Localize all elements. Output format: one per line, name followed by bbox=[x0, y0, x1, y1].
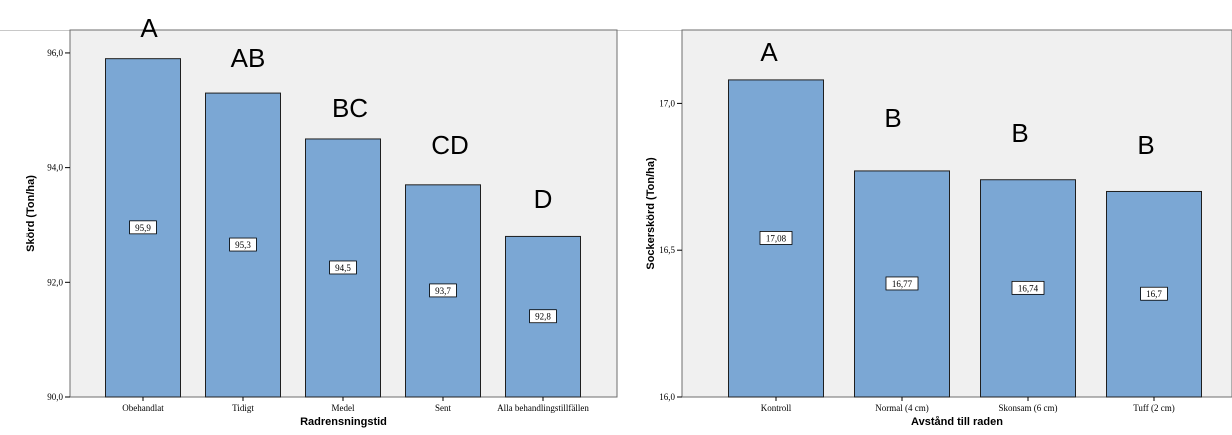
value-label: 95,3 bbox=[235, 240, 251, 250]
significance-letter: AB bbox=[231, 43, 266, 73]
category-label: Normal (4 cm) bbox=[875, 403, 928, 413]
value-label-box bbox=[129, 220, 157, 235]
value-label: 17,08 bbox=[766, 233, 787, 243]
category-label: Tidigt bbox=[232, 403, 254, 413]
value-label: 16,74 bbox=[1018, 283, 1039, 293]
category-label: Tuff (2 cm) bbox=[1133, 403, 1175, 413]
value-label-box bbox=[329, 260, 357, 275]
significance-letter: B bbox=[884, 103, 901, 133]
x-axis-label: Avstånd till raden bbox=[911, 416, 1003, 428]
value-label-box bbox=[429, 283, 457, 298]
significance-letter: A bbox=[140, 13, 158, 43]
y-tick-label: 92,0 bbox=[47, 277, 63, 287]
value-label-box bbox=[1011, 280, 1045, 295]
value-label: 93,7 bbox=[435, 286, 451, 296]
y-tick-label: 96,0 bbox=[47, 48, 63, 58]
value-label: 94,5 bbox=[335, 263, 351, 273]
value-label: 95,9 bbox=[135, 223, 151, 233]
significance-letter: B bbox=[1137, 130, 1154, 160]
y-tick-label: 16,5 bbox=[659, 245, 675, 255]
y-tick-label: 16,0 bbox=[659, 392, 675, 402]
significance-letter: D bbox=[534, 184, 553, 214]
significance-letter: A bbox=[760, 37, 778, 67]
y-tick-label: 17,0 bbox=[659, 98, 675, 108]
category-label: Medel bbox=[332, 403, 355, 413]
category-label: Sent bbox=[435, 403, 452, 413]
significance-letter: BC bbox=[332, 93, 368, 123]
value-label: 16,77 bbox=[892, 279, 913, 289]
value-label-box bbox=[229, 237, 257, 252]
value-label-box bbox=[529, 309, 557, 324]
y-tick-label: 94,0 bbox=[47, 163, 63, 173]
significance-letter: CD bbox=[431, 130, 469, 160]
significance-letter: B bbox=[1011, 118, 1028, 148]
value-label: 16,7 bbox=[1146, 289, 1162, 299]
y-tick-label: 90,0 bbox=[47, 392, 63, 402]
value-label-box bbox=[885, 276, 919, 291]
y-axis-label: Skörd (Ton/ha) bbox=[25, 175, 37, 252]
value-label: 92,8 bbox=[535, 312, 551, 322]
y-axis-label: Sockerskörd (Ton/ha) bbox=[645, 157, 657, 270]
category-label: Kontroll bbox=[761, 403, 792, 413]
category-label: Obehandlat bbox=[122, 403, 164, 413]
category-label: Alla behandlingstillfällen bbox=[497, 403, 589, 413]
value-label-box bbox=[759, 231, 793, 245]
category-label: Skonsam (6 cm) bbox=[999, 403, 1058, 413]
x-axis-label: Radrensningstid bbox=[300, 416, 387, 428]
value-label-box bbox=[1140, 286, 1168, 301]
